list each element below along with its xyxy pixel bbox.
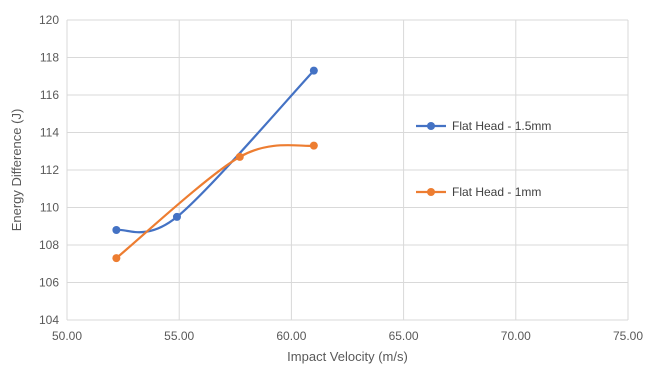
data-point xyxy=(309,141,318,150)
series-line-0 xyxy=(115,69,315,234)
x-tick-label: 55.00 xyxy=(164,329,194,343)
legend: Flat Head - 1.5mm Flat Head - 1mm xyxy=(416,119,551,199)
data-point xyxy=(172,212,181,221)
y-tick-label: 120 xyxy=(39,13,59,27)
y-tick-label: 104 xyxy=(39,313,59,327)
x-axis-title: Impact Velocity (m/s) xyxy=(287,349,408,364)
gridlines xyxy=(66,19,629,321)
data-point xyxy=(112,226,121,234)
y-tick-label: 106 xyxy=(39,276,59,290)
y-axis-title: Energy Difference (J) xyxy=(9,109,24,232)
legend-label: Flat Head - 1mm xyxy=(452,185,541,199)
series-line-1 xyxy=(115,144,315,260)
legend-label: Flat Head - 1.5mm xyxy=(452,119,551,133)
data-point xyxy=(309,66,318,75)
x-tick-label: 75.00 xyxy=(613,329,643,343)
y-tick-label: 108 xyxy=(39,238,59,252)
y-tick-label: 112 xyxy=(40,163,59,177)
data-point xyxy=(112,254,121,263)
x-tick-label: 65.00 xyxy=(389,329,419,343)
y-tick-label: 110 xyxy=(40,201,59,215)
data-point xyxy=(235,152,244,161)
series-lines xyxy=(112,66,318,263)
y-tick-label: 114 xyxy=(40,126,59,140)
y-tick-label: 116 xyxy=(40,88,59,102)
x-tick-label: 70.00 xyxy=(501,329,531,343)
legend-marker xyxy=(427,188,435,196)
axes: 104 106 108 110 112 114 116 118 120 50.00 55.00 60.… xyxy=(39,13,643,343)
legend-marker xyxy=(427,122,435,130)
x-tick-label: 60.00 xyxy=(276,329,306,343)
x-tick-label: 50.00 xyxy=(52,329,82,343)
y-tick-label: 118 xyxy=(40,51,59,65)
